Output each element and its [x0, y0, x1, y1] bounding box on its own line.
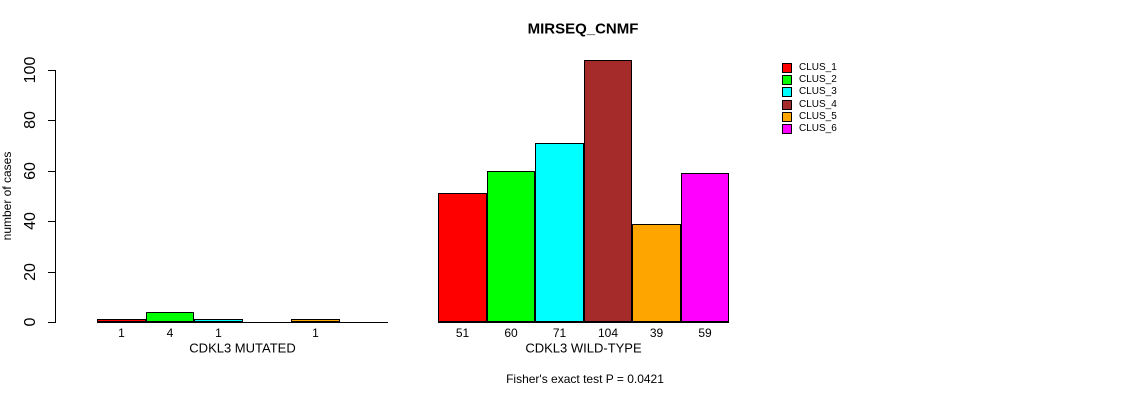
fisher-test-annotation: Fisher's exact test P = 0.0421 — [506, 372, 664, 386]
y-tick-label: 80 — [22, 111, 39, 129]
y-tick — [48, 221, 55, 222]
legend-swatch-CLUS_2 — [782, 75, 792, 86]
y-axis-line — [55, 70, 56, 323]
y-tick-label: 100 — [22, 56, 39, 84]
y-tick — [48, 70, 55, 71]
legend-item: CLUS_1 — [782, 63, 837, 73]
bar-CLUS_5 — [632, 224, 681, 322]
y-tick — [48, 120, 55, 121]
legend-label: CLUS_4 — [799, 98, 837, 110]
legend-swatch-CLUS_6 — [782, 123, 792, 134]
bar-value-label: 4 — [166, 325, 174, 340]
legend-swatch-CLUS_3 — [782, 87, 792, 98]
y-axis-label: number of cases — [0, 151, 14, 241]
legend-item: CLUS_3 — [782, 86, 837, 98]
legend-item: CLUS_4 — [782, 98, 837, 110]
group-label: CDKL3 MUTATED — [189, 340, 296, 356]
bar-CLUS_5 — [291, 319, 340, 322]
bar-value-label: 71 — [552, 325, 567, 340]
bar-value-label: 1 — [215, 325, 222, 340]
y-tick-label: 20 — [22, 263, 39, 281]
legend-swatch-CLUS_1 — [782, 63, 792, 73]
legend-swatch-CLUS_5 — [782, 111, 792, 122]
bar-CLUS_3 — [194, 319, 243, 322]
legend-swatch-CLUS_4 — [782, 99, 792, 110]
bar-CLUS_1 — [97, 319, 146, 322]
bar-value-label: 39 — [649, 325, 664, 340]
bar-value-label: 1 — [118, 325, 125, 340]
legend-label: CLUS_6 — [799, 122, 837, 134]
bar-CLUS_1 — [438, 193, 487, 322]
group-label: CDKL3 WILD-TYPE — [525, 340, 642, 356]
x-axis-line — [438, 322, 729, 323]
bar-value-label: 104 — [597, 325, 619, 340]
chart-title: MIRSEQ_CNMF — [527, 20, 639, 38]
bar-CLUS_2 — [146, 312, 194, 322]
legend-item: CLUS_2 — [782, 74, 837, 86]
bar-CLUS_4 — [584, 60, 632, 322]
y-tick — [48, 171, 55, 172]
bar-value-label: 1 — [312, 325, 319, 340]
bar-CLUS_3 — [535, 143, 584, 322]
legend-item: CLUS_5 — [782, 110, 837, 122]
bar-value-label: 51 — [455, 325, 470, 340]
bar-value-label: 60 — [504, 325, 518, 340]
bar-CLUS_6 — [681, 173, 729, 322]
legend-label: CLUS_3 — [799, 86, 837, 98]
legend-item: CLUS_6 — [782, 122, 837, 134]
x-axis-line — [97, 322, 388, 323]
legend-label: CLUS_5 — [799, 110, 837, 122]
y-tick-label: 0 — [22, 317, 39, 327]
legend: CLUS_1 CLUS_2 CLUS_3 CLUS_4 CLUS_5 CLUS_6 — [782, 63, 837, 134]
y-tick-label: 60 — [22, 162, 39, 180]
y-tick-label: 40 — [22, 212, 39, 230]
y-tick — [48, 272, 55, 273]
bar-CLUS_2 — [487, 171, 535, 322]
legend-label: CLUS_2 — [799, 74, 837, 86]
bar-value-label: 59 — [698, 325, 712, 340]
y-tick — [48, 322, 55, 323]
legend-label: CLUS_1 — [799, 62, 837, 73]
